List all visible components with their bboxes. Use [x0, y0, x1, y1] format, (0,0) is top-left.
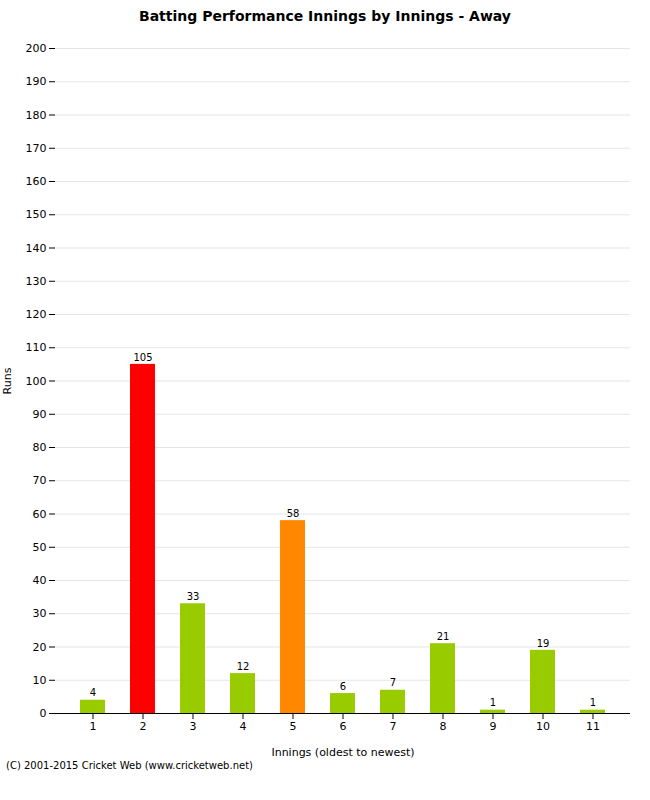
svg-text:8: 8 [440, 720, 447, 733]
svg-text:4: 4 [90, 687, 96, 698]
svg-text:19: 19 [537, 638, 550, 649]
svg-text:33: 33 [187, 591, 200, 602]
svg-text:1: 1 [90, 720, 97, 733]
svg-text:90: 90 [33, 408, 47, 421]
svg-text:10: 10 [33, 674, 47, 687]
svg-text:105: 105 [133, 352, 152, 363]
svg-text:60: 60 [33, 508, 47, 521]
svg-text:110: 110 [26, 341, 47, 354]
svg-text:40: 40 [33, 574, 47, 587]
svg-text:10: 10 [536, 720, 550, 733]
svg-text:100: 100 [26, 375, 47, 388]
html-text:(C) 2001-2015 Cricket Web (www: (C) 2001-2015 Cricket Web (www.cricketwe… [6, 760, 253, 771]
svg-text:6: 6 [340, 681, 346, 692]
svg-text:140: 140 [26, 242, 47, 255]
svg-text:190: 190 [26, 75, 47, 88]
svg-text:1: 1 [590, 697, 596, 708]
html-text:Batting Performance Innings by: Batting Performance Innings by Innings -… [139, 8, 511, 24]
svg-text:Innings (oldest to newest): Innings (oldest to newest) [271, 746, 414, 759]
svg-text:58: 58 [287, 508, 300, 519]
svg-text:20: 20 [33, 641, 47, 654]
svg-text:120: 120 [26, 308, 47, 321]
svg-text:9: 9 [490, 720, 497, 733]
svg-text:30: 30 [33, 607, 47, 620]
svg-text:7: 7 [390, 720, 397, 733]
svg-text:0: 0 [40, 707, 47, 720]
svg-text:6: 6 [340, 720, 347, 733]
svg-text:160: 160 [26, 175, 47, 188]
svg-text:150: 150 [26, 208, 47, 221]
svg-text:Runs: Runs [1, 367, 14, 394]
svg-text:180: 180 [26, 109, 47, 122]
svg-text:170: 170 [26, 142, 47, 155]
svg-text:7: 7 [390, 677, 396, 688]
svg-text:1: 1 [490, 697, 496, 708]
svg-text:70: 70 [33, 474, 47, 487]
svg-text:2: 2 [140, 720, 147, 733]
svg-text:3: 3 [190, 720, 197, 733]
svg-text:5: 5 [290, 720, 297, 733]
svg-text:21: 21 [437, 631, 450, 642]
svg-text:130: 130 [26, 275, 47, 288]
svg-text:11: 11 [586, 720, 600, 733]
svg-text:80: 80 [33, 441, 47, 454]
svg-text:4: 4 [240, 720, 247, 733]
svg-text:50: 50 [33, 541, 47, 554]
svg-text:200: 200 [26, 42, 47, 55]
svg-text:12: 12 [237, 661, 250, 672]
